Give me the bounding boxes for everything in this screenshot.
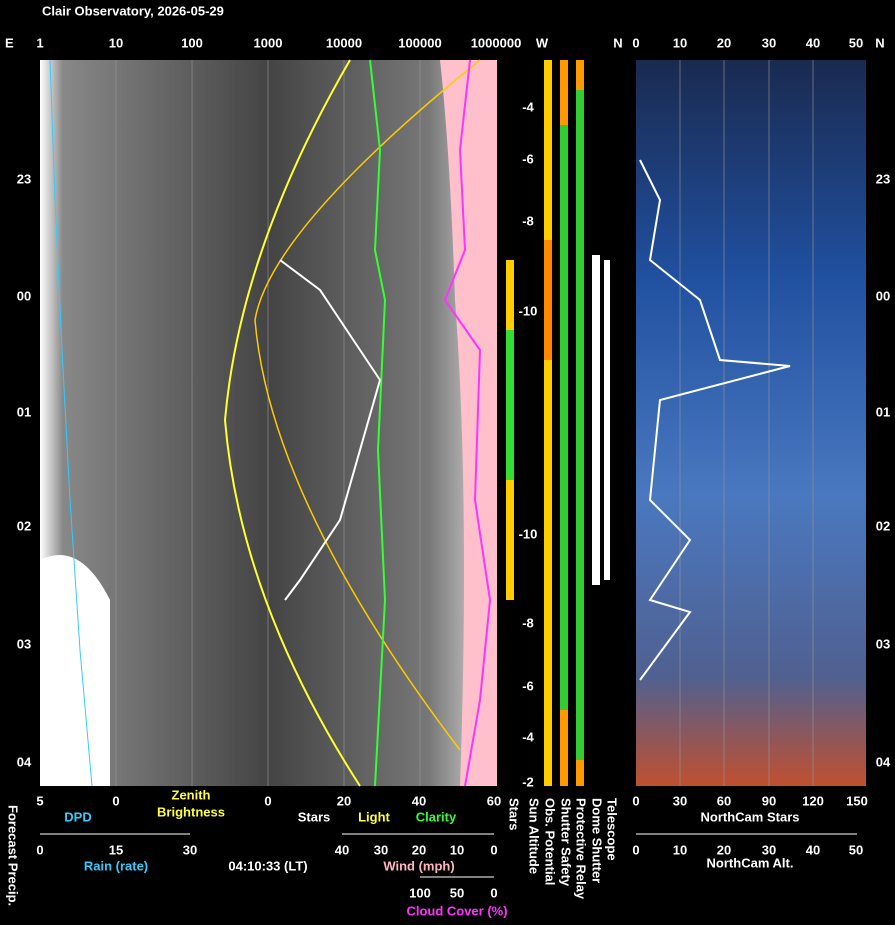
label: NorthCam Stars [701, 809, 800, 824]
tick: 10000 [326, 35, 362, 50]
tick: 15 [109, 842, 123, 857]
tick: 40 [412, 793, 426, 808]
sun-altitude-label: -4 [522, 99, 534, 114]
status-bars [506, 60, 610, 786]
tick: 60 [717, 793, 731, 808]
dir-label: N [875, 35, 884, 50]
sun-altitude-label: -10 [519, 303, 538, 318]
title: Clair Observatory, 2026-05-29 [42, 3, 224, 18]
tick: 20 [717, 842, 731, 857]
tick: 30 [762, 842, 776, 857]
tick: 40 [806, 35, 820, 50]
dir-label: W [536, 35, 549, 50]
vertical-label: Stars [507, 798, 522, 831]
main-panel [40, 59, 497, 787]
time-label: 00 [876, 288, 890, 303]
sun-altitude-label: -2 [522, 774, 534, 789]
tick: 10 [673, 842, 687, 857]
label: 04:10:33 (LT) [228, 858, 307, 873]
label: Brightness [157, 804, 225, 819]
vertical-label: Forecast Precip. [6, 805, 21, 906]
label: NorthCam Alt. [707, 855, 794, 870]
tick: 40 [335, 842, 349, 857]
tick: 20 [412, 842, 426, 857]
axis-lines [40, 833, 857, 878]
sun-altitude-label: -8 [522, 213, 534, 228]
tick: 0 [490, 842, 497, 857]
tick: 1000000 [471, 35, 522, 50]
sun-altitude-label: -6 [522, 151, 534, 166]
time-label: 01 [876, 404, 890, 419]
tick: 0 [36, 842, 43, 857]
tick: 100000 [398, 35, 441, 50]
tick: 30 [374, 842, 388, 857]
tick: 0 [112, 793, 119, 808]
tick: 0 [264, 793, 271, 808]
tick: 1 [36, 35, 43, 50]
time-label: 23 [876, 171, 890, 186]
tick: 120 [802, 793, 824, 808]
tick: 0 [490, 885, 497, 900]
sun-altitude-label: -6 [522, 678, 534, 693]
tick: 10 [450, 842, 464, 857]
label: Stars [298, 809, 331, 824]
tick: 20 [717, 35, 731, 50]
time-label: 01 [17, 404, 31, 419]
tick: 50 [849, 842, 863, 857]
label: DPD [64, 809, 91, 824]
tick: 40 [806, 842, 820, 857]
tick: 0 [632, 842, 639, 857]
tick: 60 [487, 793, 501, 808]
tick: 90 [762, 793, 776, 808]
tick: 50 [849, 35, 863, 50]
tick: 10 [673, 35, 687, 50]
tick: 0 [632, 35, 639, 50]
vertical-label: Telescope [605, 798, 620, 861]
time-label: 04 [876, 754, 891, 769]
tick: 100 [181, 35, 203, 50]
time-label: 02 [876, 518, 890, 533]
tick: 100 [409, 885, 431, 900]
time-label: 00 [17, 288, 31, 303]
tick: 30 [762, 35, 776, 50]
tick: 1000 [254, 35, 283, 50]
tick: 150 [846, 793, 868, 808]
tick: 20 [337, 793, 351, 808]
time-label: 03 [876, 636, 890, 651]
sun-altitude-label: -4 [522, 729, 534, 744]
label: Zenith [172, 787, 211, 802]
label: Cloud Cover (%) [406, 903, 507, 918]
time-label: 04 [17, 754, 32, 769]
vertical-label: Shutter Safety [559, 798, 574, 887]
label: Rain (rate) [84, 858, 148, 873]
vertical-label: Protective Relay [574, 798, 589, 900]
tick: 10 [109, 35, 123, 50]
dir-label: N [613, 35, 622, 50]
tick: 5 [36, 793, 43, 808]
dir-label: E [5, 35, 14, 50]
vertical-label: Obs. Potential [543, 798, 558, 885]
northcam-panel [636, 60, 866, 786]
time-label: 03 [17, 636, 31, 651]
tick: 30 [183, 842, 197, 857]
tick: 30 [673, 793, 687, 808]
tick: 50 [450, 885, 464, 900]
sun-altitude-label: -8 [522, 615, 534, 630]
vertical-label: Dome Shutter [590, 798, 605, 883]
tick: 0 [632, 793, 639, 808]
time-label: 02 [17, 518, 31, 533]
vertical-label: Sun Altitude [527, 798, 542, 874]
label: Clarity [416, 809, 457, 824]
time-label: 23 [17, 171, 31, 186]
label: Wind (mph) [383, 858, 454, 873]
sun-altitude-label: -10 [519, 526, 538, 541]
label: Light [358, 809, 390, 824]
